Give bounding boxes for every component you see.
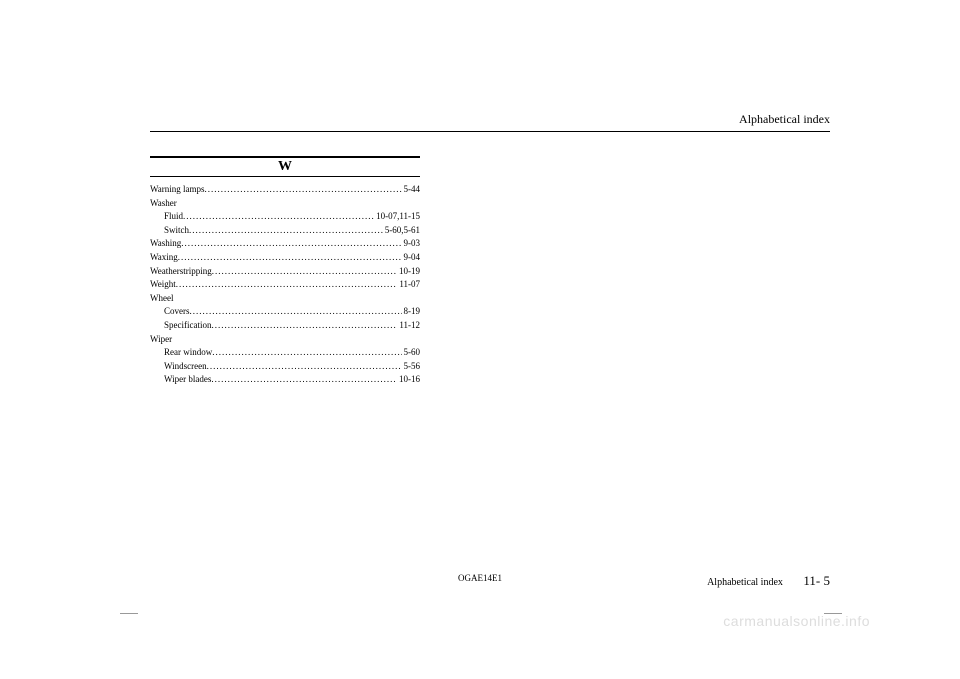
index-list: Warning lamps 5-44WasherFluid 10-07,11-1… xyxy=(150,183,420,386)
entry-page-ref: 5-60 xyxy=(402,346,421,359)
entry-label: Switch xyxy=(164,224,189,237)
entry-leader-dots xyxy=(190,305,402,318)
entry-page-ref: 5-44 xyxy=(402,183,421,196)
entry-leader-dots xyxy=(183,210,374,223)
entry-leader-dots xyxy=(212,346,401,359)
doc-code: OGAE14E1 xyxy=(458,573,502,583)
entry-label: Weatherstripping xyxy=(150,265,212,278)
entry-page-ref: 9-03 xyxy=(402,237,421,250)
index-entry: Switch 5-60,5-61 xyxy=(150,224,420,237)
crop-mark-left xyxy=(120,613,138,614)
index-entry: Weatherstripping 10-19 xyxy=(150,265,420,278)
page-number: 11- 5 xyxy=(803,573,830,588)
index-entry: Windscreen 5-56 xyxy=(150,360,420,373)
entry-page-ref: 8-19 xyxy=(402,305,421,318)
index-entry: Rear window 5-60 xyxy=(150,346,420,359)
entry-leader-dots xyxy=(211,373,397,386)
index-group-label: Wheel xyxy=(150,292,420,305)
page-footer: OGAE14E1 Alphabetical index 11- 5 xyxy=(130,573,830,589)
index-group-label: Wiper xyxy=(150,333,420,346)
entry-label: Fluid xyxy=(164,210,183,223)
entry-label: Warning lamps xyxy=(150,183,205,196)
entry-leader-dots xyxy=(181,237,401,250)
index-entry: Weight 11-07 xyxy=(150,278,420,291)
watermark: carmanualsonline.info xyxy=(723,613,870,629)
index-column: W Warning lamps 5-44WasherFluid 10-07,11… xyxy=(150,156,420,386)
entry-leader-dots xyxy=(212,265,397,278)
index-entry: Warning lamps 5-44 xyxy=(150,183,420,196)
entry-label: Waxing xyxy=(150,251,178,264)
header-title: Alphabetical index xyxy=(739,112,830,126)
entry-page-ref: 10-19 xyxy=(397,265,420,278)
index-group-label: Washer xyxy=(150,197,420,210)
entry-label: Washing xyxy=(150,237,181,250)
entry-page-ref: 11-07 xyxy=(397,278,420,291)
entry-leader-dots xyxy=(205,183,402,196)
entry-page-ref: 11-12 xyxy=(397,319,420,332)
index-entry: Waxing 9-04 xyxy=(150,251,420,264)
section-letter: W xyxy=(150,156,420,177)
entry-leader-dots xyxy=(178,251,402,264)
index-entry: Covers 8-19 xyxy=(150,305,420,318)
entry-label: Specification xyxy=(164,319,211,332)
index-entry: Fluid 10-07,11-15 xyxy=(150,210,420,223)
page-header: Alphabetical index xyxy=(150,110,830,132)
entry-page-ref: 9-04 xyxy=(402,251,421,264)
entry-page-ref: 5-60,5-61 xyxy=(383,224,420,237)
entry-leader-dots xyxy=(176,278,398,291)
page-container: Alphabetical index W Warning lamps 5-44W… xyxy=(0,0,960,679)
entry-label: Covers xyxy=(164,305,190,318)
entry-label: Wiper blades xyxy=(164,373,211,386)
entry-page-ref: 5-56 xyxy=(402,360,421,373)
footer-section-name: Alphabetical index xyxy=(707,577,783,588)
entry-label: Rear window xyxy=(164,346,212,359)
entry-leader-dots xyxy=(189,224,383,237)
entry-leader-dots xyxy=(211,319,397,332)
entry-label: Windscreen xyxy=(164,360,207,373)
index-entry: Wiper blades 10-16 xyxy=(150,373,420,386)
entry-leader-dots xyxy=(207,360,402,373)
entry-page-ref: 10-07,11-15 xyxy=(374,210,420,223)
entry-label: Weight xyxy=(150,278,176,291)
index-entry: Washing 9-03 xyxy=(150,237,420,250)
index-entry: Specification 11-12 xyxy=(150,319,420,332)
footer-right: Alphabetical index 11- 5 xyxy=(707,573,830,589)
entry-page-ref: 10-16 xyxy=(397,373,420,386)
